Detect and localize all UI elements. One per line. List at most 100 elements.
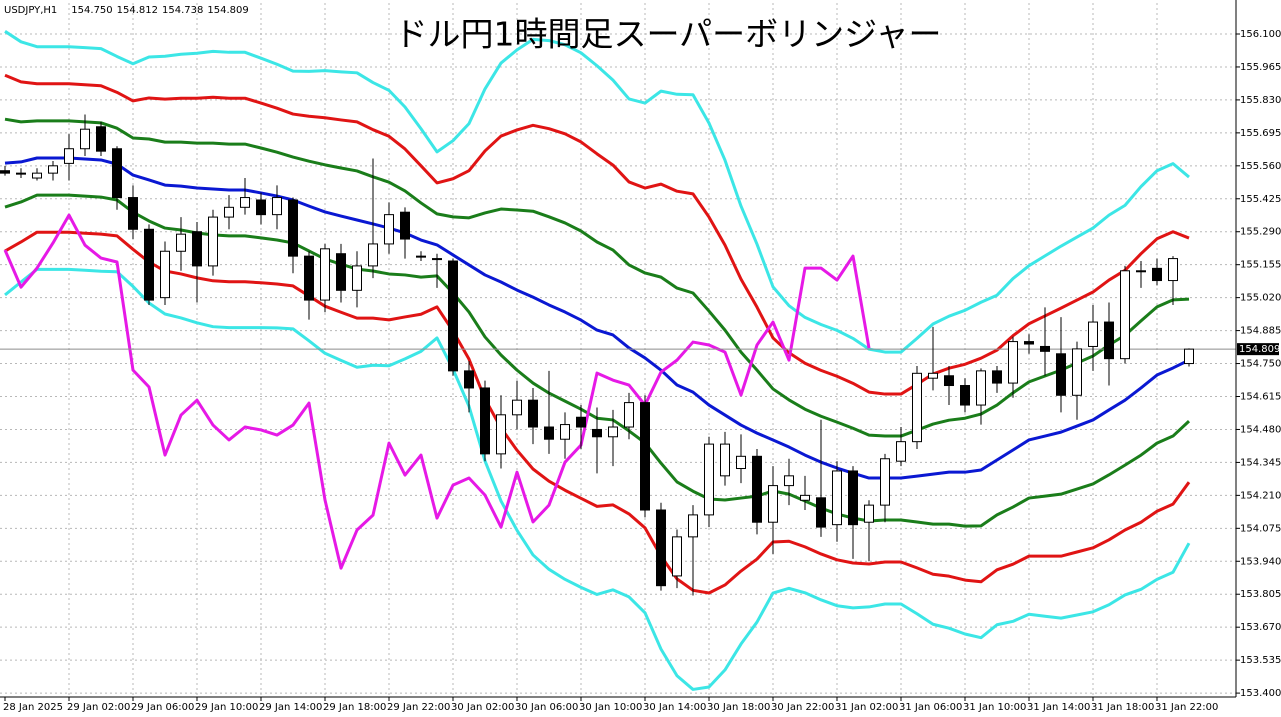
candle-body <box>992 370 1002 384</box>
candle-body <box>64 148 74 164</box>
y-tick-label: 155.560 <box>1240 161 1281 172</box>
candle-body <box>1120 270 1130 360</box>
candle-body <box>448 260 458 372</box>
header-text: 154.738 <box>162 5 203 16</box>
candle-body <box>384 214 394 245</box>
y-tick-label: 153.940 <box>1240 556 1281 567</box>
candle-body <box>1008 341 1018 384</box>
candle-body <box>192 231 202 267</box>
candle-body <box>128 197 138 230</box>
x-tick-label: 31 Jan 22:00 <box>1155 702 1218 713</box>
x-tick-label: 29 Jan 02:00 <box>67 702 130 713</box>
header-text: USDJPY,H1 <box>4 5 57 16</box>
candle-body <box>608 426 618 438</box>
candle-body <box>720 443 730 477</box>
candle-body <box>864 504 874 523</box>
candle-body <box>752 455 762 523</box>
candle-body <box>912 372 922 443</box>
band-line <box>4 156 1190 480</box>
y-tick-label: 154.210 <box>1240 490 1281 501</box>
candle-body <box>0 170 10 174</box>
x-tick-label: 29 Jan 18:00 <box>323 702 386 713</box>
candle-body <box>352 265 362 291</box>
candle-body <box>640 402 650 511</box>
candles <box>0 114 1194 596</box>
y-tick-label: 153.535 <box>1240 655 1281 666</box>
y-tick-label: 154.885 <box>1240 326 1281 337</box>
header-text: 154.750 <box>71 5 112 16</box>
band-line <box>4 73 1190 396</box>
candle-body <box>288 199 298 257</box>
candle-body <box>800 494 810 501</box>
y-tick-label: 153.805 <box>1240 589 1281 600</box>
candle-body <box>1104 321 1114 360</box>
candle-body <box>176 233 186 252</box>
x-tick-label: 31 Jan 10:00 <box>963 702 1026 713</box>
candle-body <box>688 514 698 538</box>
candle-body <box>544 426 554 440</box>
x-tick-label: 30 Jan 18:00 <box>707 702 770 713</box>
y-tick-label: 155.290 <box>1240 227 1281 238</box>
y-tick-label: 153.400 <box>1240 688 1281 699</box>
x-tick-label: 30 Jan 02:00 <box>451 702 514 713</box>
candle-body <box>1136 270 1146 273</box>
candle-body <box>896 441 906 462</box>
candle-body <box>672 536 682 577</box>
candle-body <box>336 253 346 291</box>
candle-body <box>496 414 506 455</box>
candle-body <box>480 387 490 455</box>
candle-body <box>816 497 826 528</box>
x-tick-label: 30 Jan 14:00 <box>643 702 706 713</box>
x-tick-label: 29 Jan 06:00 <box>131 702 194 713</box>
header-text: 154.809 <box>207 5 248 16</box>
y-tick-label: 154.615 <box>1240 392 1281 403</box>
candle-body <box>112 148 122 199</box>
candle-body <box>768 485 778 523</box>
current-price-label: 154.809 <box>1239 344 1280 355</box>
candle-body <box>272 197 282 216</box>
current-price-box <box>1237 343 1279 356</box>
y-tick-label: 153.670 <box>1240 622 1281 633</box>
header-text: 154.812 <box>117 5 158 16</box>
candle-body <box>960 385 970 406</box>
x-tick-label: 29 Jan 10:00 <box>195 702 258 713</box>
band-line <box>4 267 1191 691</box>
y-tick-label: 154.075 <box>1240 523 1281 534</box>
candle-body <box>432 258 442 261</box>
x-tick-label: 31 Jan 06:00 <box>899 702 962 713</box>
y-tick-label: 154.345 <box>1240 457 1281 468</box>
y-tick-label: 154.750 <box>1240 359 1281 370</box>
candle-body <box>512 399 522 416</box>
y-tick-label: 156.100 <box>1240 29 1281 40</box>
x-tick-label: 31 Jan 18:00 <box>1091 702 1154 713</box>
candle-body <box>80 128 90 150</box>
band-line <box>4 230 1191 595</box>
candle-body <box>656 509 666 587</box>
x-tick-label: 29 Jan 14:00 <box>259 702 322 713</box>
candle-body <box>464 370 474 389</box>
band-line <box>4 30 1190 354</box>
candle-body <box>976 370 986 406</box>
band-line <box>4 117 1190 438</box>
candle-body <box>16 172 26 175</box>
band-line <box>3 213 871 570</box>
candle-body <box>96 126 106 152</box>
x-tick-label: 31 Jan 14:00 <box>1027 702 1090 713</box>
candle-body <box>592 428 602 438</box>
candle-body <box>848 470 858 526</box>
y-tick-label: 155.425 <box>1240 194 1281 205</box>
candle-body <box>1072 348 1082 396</box>
x-tick-label: 30 Jan 06:00 <box>515 702 578 713</box>
candle-body <box>304 255 314 301</box>
y-tick-label: 155.155 <box>1240 260 1281 271</box>
candle-body <box>1168 258 1178 282</box>
candle-body <box>784 475 794 487</box>
y-tick-label: 154.480 <box>1240 424 1281 435</box>
x-tick-label: 29 Jan 22:00 <box>387 702 450 713</box>
header: USDJPY,H1 154.750 154.812 154.738 154.809 <box>4 5 249 16</box>
candle-body <box>416 255 426 258</box>
chart-title: ドル円1時間足スーパーボリンジャー <box>394 15 941 54</box>
